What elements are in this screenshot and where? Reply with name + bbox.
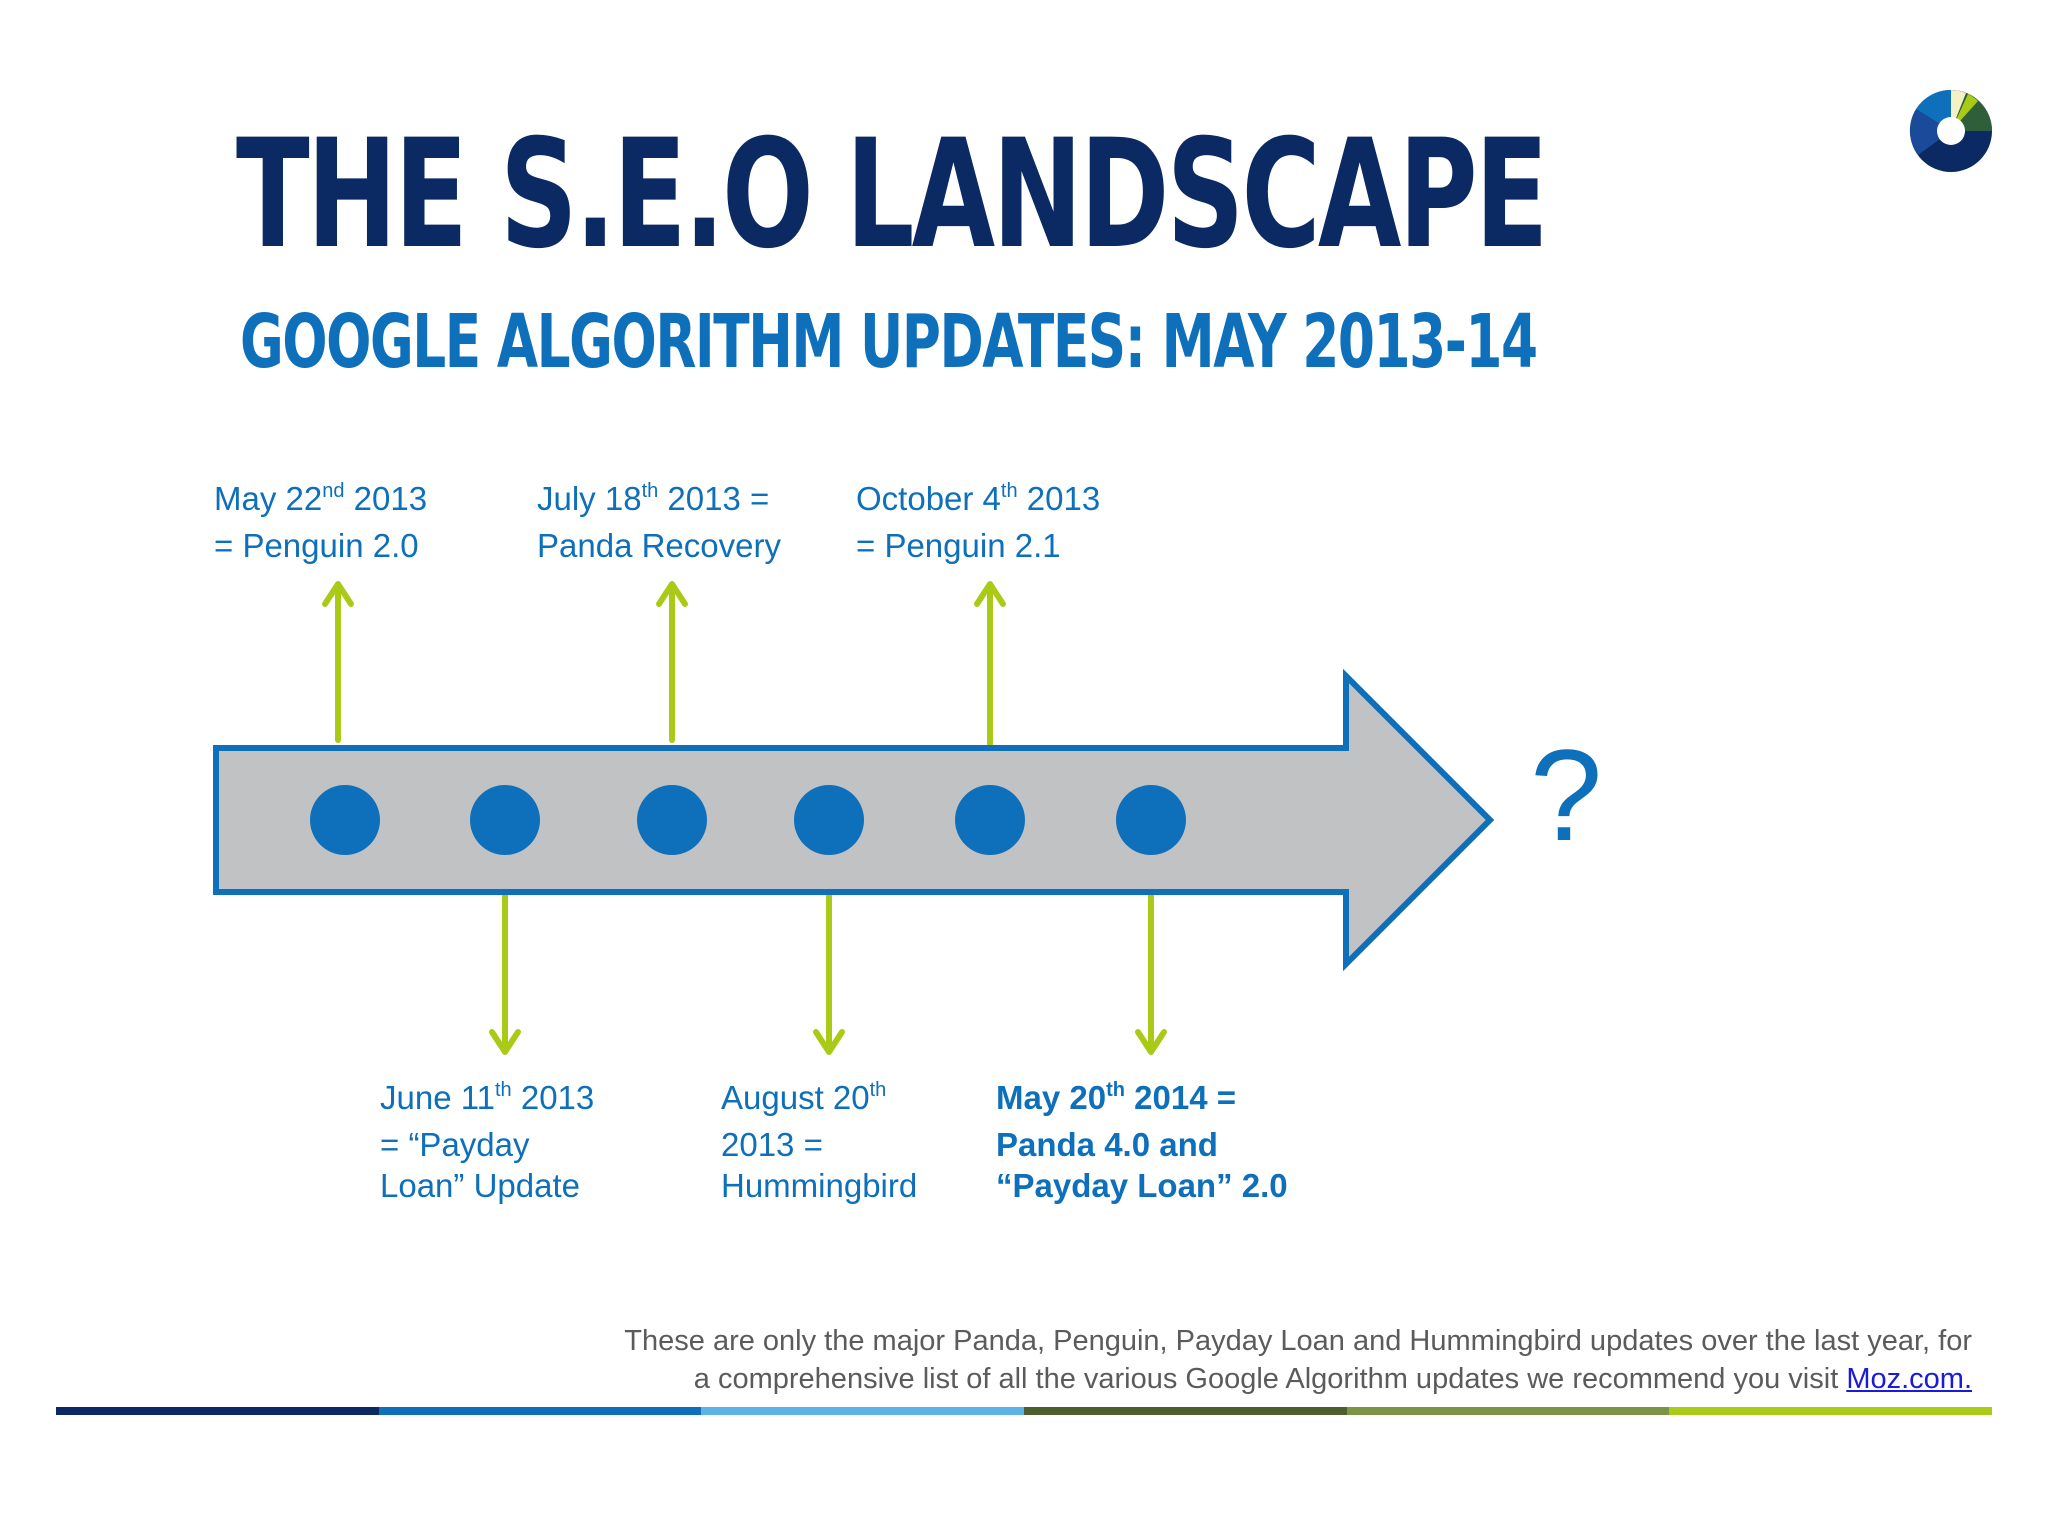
slide-subtitle: GOOGLE ALGORITHM UPDATES: MAY 2013-14 [240, 299, 1538, 385]
timeline-dot-4 [794, 785, 864, 855]
bottom-bar-segment-4 [1024, 1407, 1347, 1415]
event-label-penguin-2-1: October 4th 2013 = Penguin 2.1 [856, 480, 1101, 564]
footnote-line-1: These are only the major Panda, Penguin,… [624, 1325, 1972, 1357]
bottom-bar-segment-1 [56, 1407, 379, 1415]
timeline-dot-1 [310, 785, 380, 855]
timeline-dot-5 [955, 785, 1025, 855]
timeline-dot-3 [637, 785, 707, 855]
arrowhead-up-3 [974, 581, 1006, 607]
timeline-dots [310, 785, 1186, 855]
brand-logo-icon [1909, 89, 1992, 172]
connector-lines [322, 581, 1167, 1055]
event-label-hummingbird: August 20th 2013 = Hummingbird [721, 1079, 918, 1204]
timeline-dot-6 [1116, 785, 1186, 855]
event-label-panda-4-0: May 20th 2014 = Panda 4.0 and “Payday Lo… [996, 1079, 1288, 1204]
footnote-line-2: a comprehensive list of all the various … [693, 1363, 1847, 1395]
future-question-mark: ? [1530, 722, 1603, 868]
event-label-penguin-2-0: May 22nd 2013 = Penguin 2.0 [214, 480, 428, 564]
event-label-panda-recovery: July 18th 2013 = Panda Recovery [537, 480, 781, 564]
bottom-bar-segment-3 [701, 1407, 1025, 1415]
bottom-bar-segment-2 [378, 1407, 702, 1415]
arrowhead-down-2 [813, 1029, 845, 1055]
moz-link[interactable]: Moz.com. [1846, 1363, 1972, 1395]
arrowhead-down-1 [489, 1029, 521, 1055]
timeline-dot-2 [470, 785, 540, 855]
footnote: These are only the major Panda, Penguin,… [624, 1322, 1972, 1398]
bottom-bar-segment-6 [1669, 1407, 1993, 1415]
event-label-payday-loan: June 11th 2013 = “Payday Loan” Update [380, 1079, 595, 1204]
arrowhead-up-2 [656, 581, 688, 607]
arrowhead-down-3 [1135, 1029, 1167, 1055]
bottom-bar-segment-5 [1346, 1407, 1670, 1415]
slide-title: THE S.E.O LANDSCAPE [236, 108, 1549, 282]
bottom-color-bar [56, 1407, 1993, 1415]
arrowhead-up-1 [322, 581, 354, 607]
